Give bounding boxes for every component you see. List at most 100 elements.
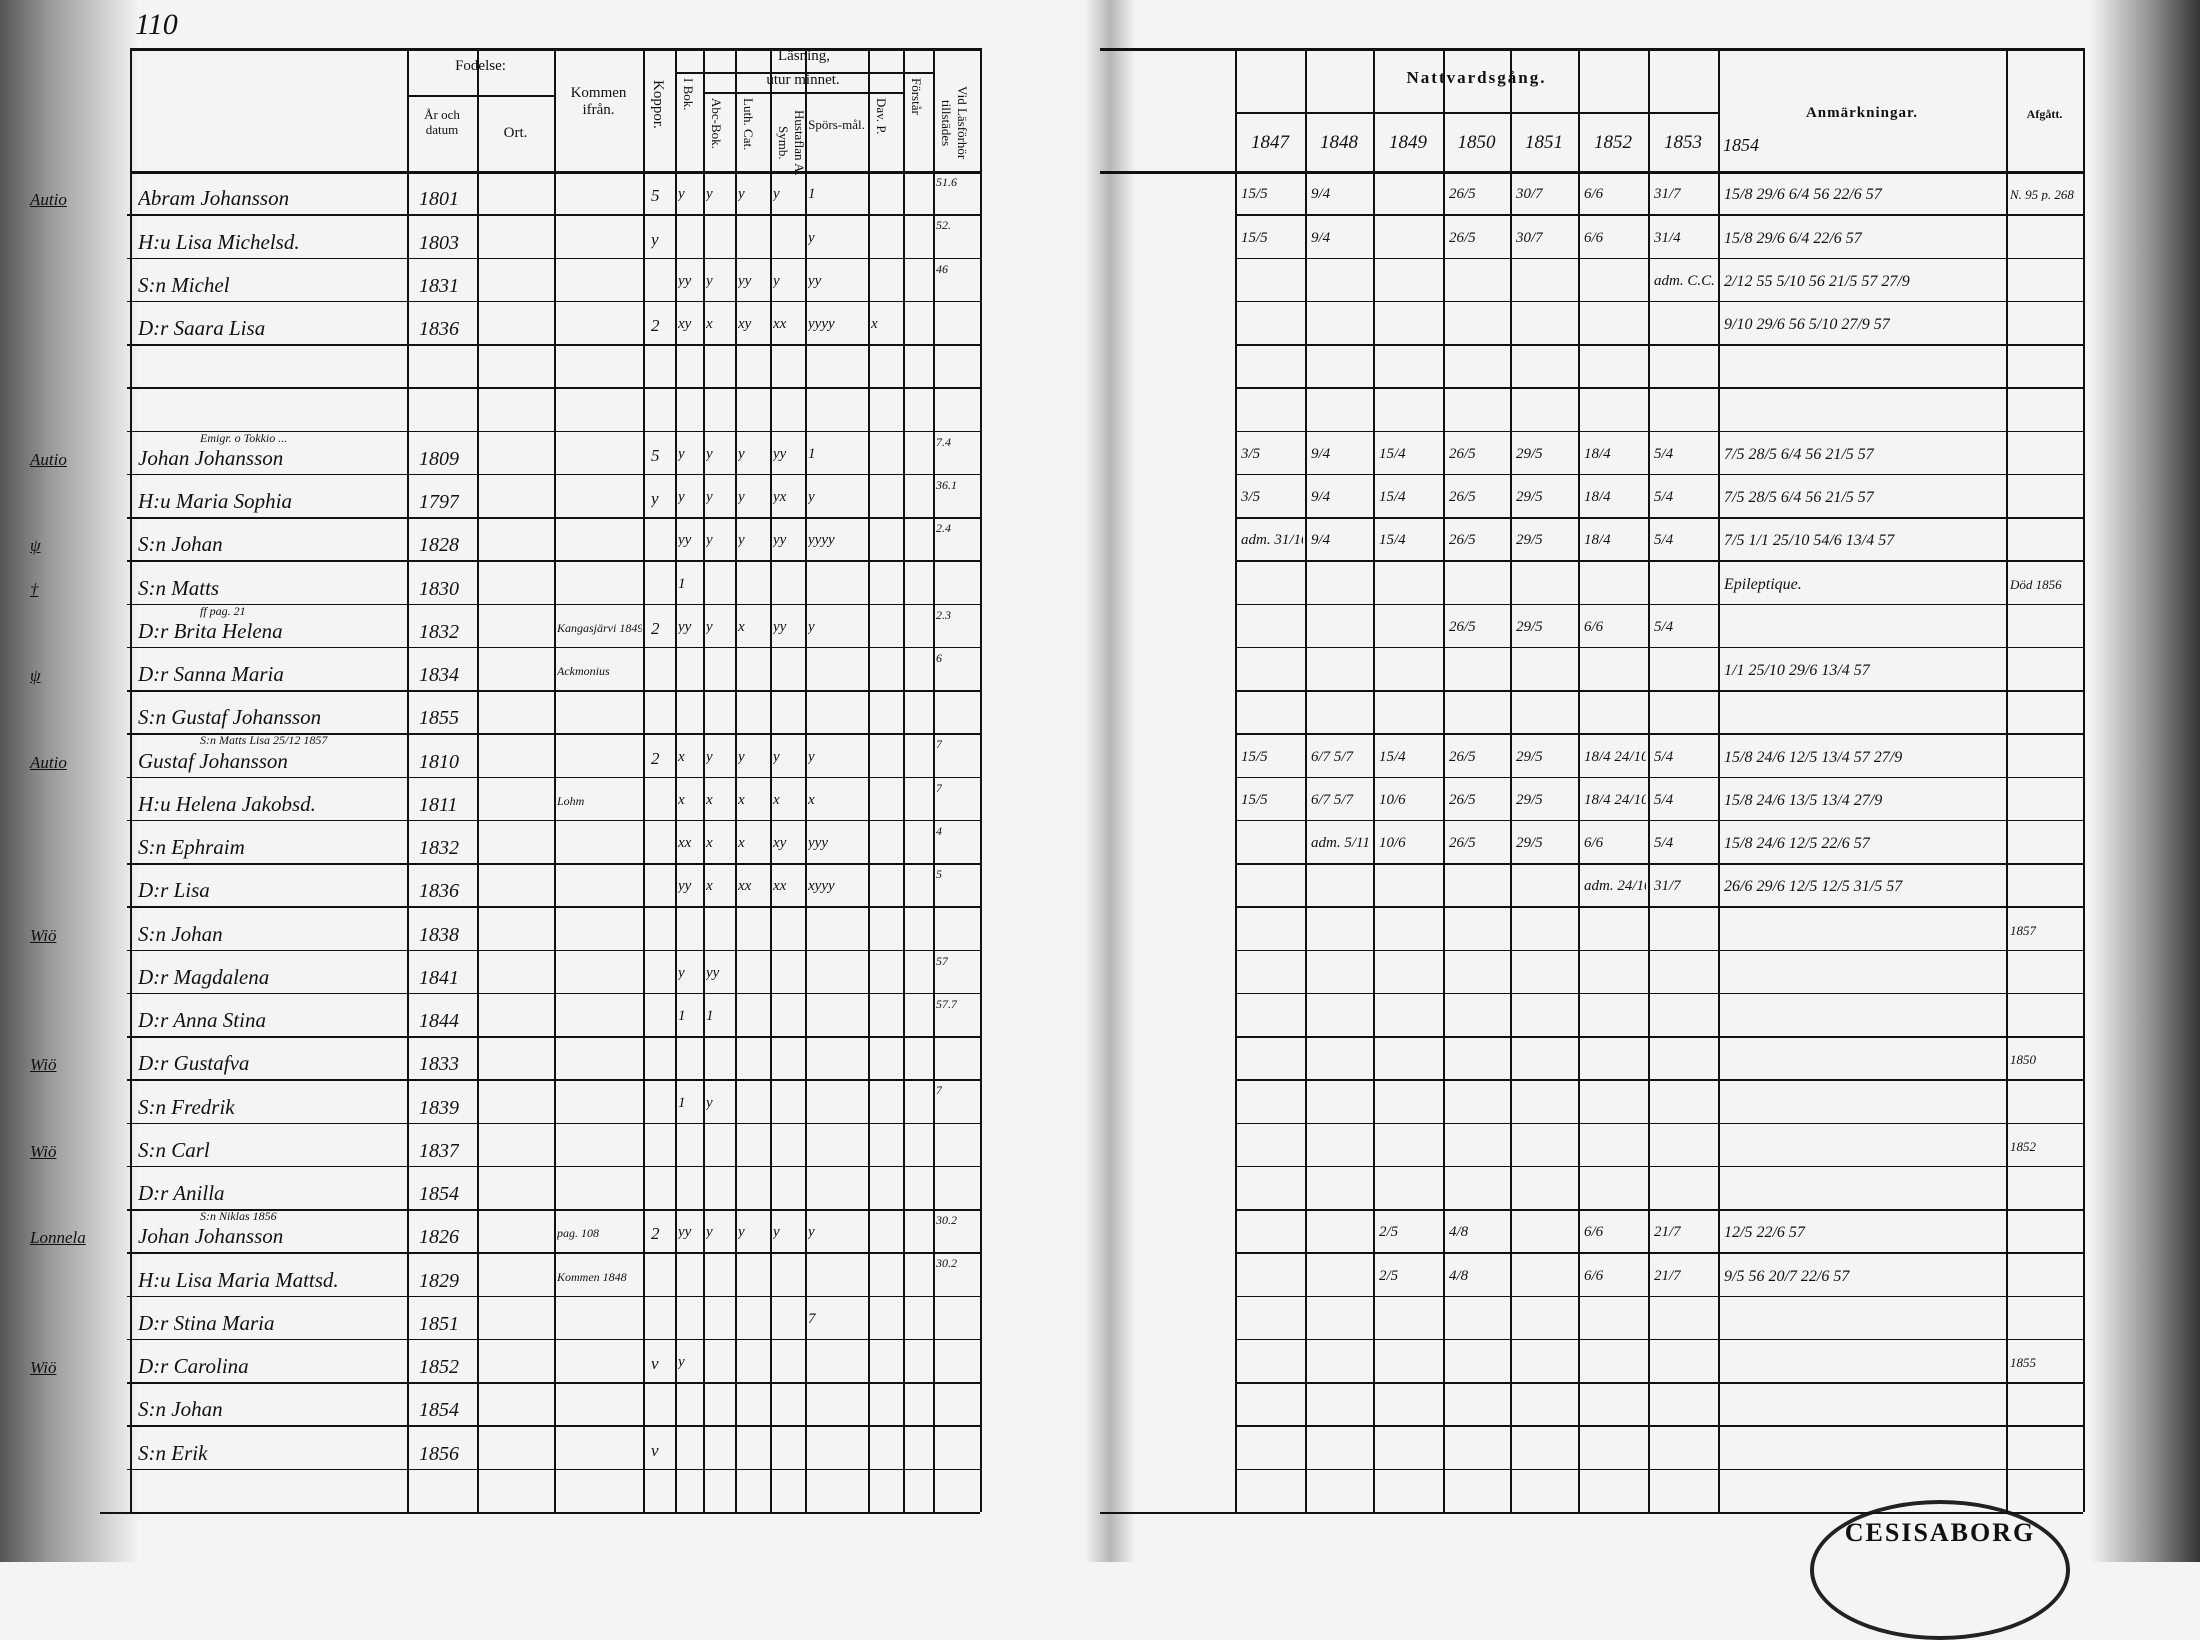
header-fodelse: Fodelse: [455, 58, 506, 74]
header-year: 1853 [1664, 132, 1702, 153]
communion-date: adm. C.C. [1654, 272, 1715, 289]
row-rule [1235, 1512, 2083, 1514]
communion-date: 5/4 [1654, 489, 1674, 506]
vid-lasforhor-value: 52. [936, 218, 951, 233]
row-rule [1235, 387, 2083, 389]
table-row: S:n Johan 1854 [0, 1382, 2200, 1425]
communion-date: adm. 31/10 [1241, 532, 1303, 549]
anmarkning: 26/6 29/6 12/5 12/5 31/5 57 [1724, 878, 1903, 896]
table-row: S:n Gustaf Johansson 1855 [0, 690, 2200, 733]
communion-date: adm. 5/11 [1311, 835, 1370, 852]
table-row: Autio Emigr. o Tokkio ... Johan Johansson 1… [0, 431, 2200, 474]
row-rule [127, 300, 980, 303]
kommen-ifran: Ackmonius [557, 664, 610, 679]
communion-date: 30/7 [1516, 186, 1543, 203]
reading-mark: yy [773, 618, 787, 635]
header-year: 1849 [1389, 132, 1427, 153]
table-row: D:r Stina Maria 1851 7 [0, 1296, 2200, 1339]
reading-mark: x [706, 791, 713, 808]
column-rule [477, 48, 479, 1512]
row-rule [1235, 1165, 2083, 1168]
communion-date: 31/4 [1654, 229, 1681, 246]
communion-date: 29/5 [1516, 618, 1543, 635]
person-name: D:r Saara Lisa [138, 316, 266, 341]
person-name: D:r Anna Stina [138, 1008, 266, 1033]
afgatt-note: 1857 [2010, 923, 2036, 937]
reading-mark: xy [738, 316, 752, 333]
column-rule [130, 48, 132, 1512]
anmarkning: 9/10 29/6 56 5/10 27/9 57 [1724, 316, 1890, 334]
table-row: S:n Michel 1831 yy y yy y yy 46 adm. C.C. 2/12 55… [0, 258, 2200, 301]
table-row: D:r Magdalena 1841 y yy 57 [0, 950, 2200, 993]
table-row: Wiö S:n Carl 1837 1852 [0, 1123, 2200, 1166]
reading-mark: y [808, 1224, 815, 1241]
reading-mark: y [738, 532, 745, 549]
reading-mark: 1 [678, 1008, 686, 1025]
koppor-mark: v [651, 1354, 659, 1374]
reading-mark: y [808, 489, 815, 506]
column-rule [643, 48, 645, 1512]
communion-date: 15/4 [1379, 748, 1406, 765]
vid-lasforhor-value: 7 [936, 780, 942, 795]
reading-mark: y [706, 186, 713, 203]
header-lasning: Läsning, [777, 48, 831, 64]
reading-mark: yy [678, 532, 692, 549]
parish-margin-note: Autio [30, 190, 67, 210]
row-rule [127, 214, 980, 216]
communion-date: 26/5 [1449, 618, 1476, 635]
communion-date: 21/7 [1654, 1224, 1681, 1241]
column-rule [980, 48, 982, 1512]
person-name: S:n Johan [138, 921, 223, 946]
table-row: D:r Anna Stina 1844 1 1 57.7 [0, 993, 2200, 1036]
reading-mark: xx [678, 835, 692, 852]
reading-mark: y [678, 1354, 685, 1371]
row-rule [127, 1295, 980, 1298]
scan-edge-shadow-right [2090, 0, 2200, 1562]
communion-date: 18/4 [1584, 532, 1611, 549]
reading-mark: 1 [678, 575, 686, 592]
header-sporsmal: Spörs-mål. [808, 117, 865, 132]
column-rule [1718, 48, 1720, 1512]
row-rule [127, 690, 980, 692]
row-rule [1235, 733, 2083, 735]
birth-date: 1836 [419, 318, 459, 341]
column-rule [770, 48, 772, 1512]
page-number: 110 [135, 8, 178, 41]
row-rule [1235, 1036, 2083, 1038]
communion-date: 29/5 [1516, 835, 1543, 852]
koppor-mark: v [651, 1440, 659, 1460]
header-anmarkningar: Anmärkningar. [1805, 105, 1919, 121]
person-name: D:r Anilla [138, 1181, 225, 1206]
reading-mark: xx [773, 316, 787, 333]
reading-mark: y [773, 748, 780, 765]
person-name: H:u Lisa Maria Mattsd. [138, 1267, 339, 1292]
row-rule [127, 517, 980, 519]
row-rule [1235, 1079, 2083, 1081]
table-row: S:n Ephraim 1832 xx x x xy yyy 4 adm. 5/11 10/6 26… [0, 820, 2200, 863]
communion-date: 18/4 24/10 [1584, 748, 1646, 765]
table-row: D:r Lisa 1836 yy x xx xx xyyy 5 adm. 24/10 31/7 26… [0, 863, 2200, 906]
vid-lasforhor-value: 30.2 [936, 1213, 957, 1228]
column-rule [805, 48, 807, 1512]
vid-lasforhor-value: 51.6 [936, 175, 957, 189]
row-rule [127, 603, 980, 606]
reading-mark: yy [706, 964, 720, 981]
birth-date: 1810 [419, 750, 459, 773]
person-name: D:r Stina Maria [138, 1310, 275, 1335]
koppor-mark: 5 [651, 445, 660, 465]
row-rule [1235, 776, 2083, 779]
row-rule [127, 1425, 980, 1427]
vid-lasforhor-value: 2.4 [936, 521, 951, 536]
row-rule [1235, 257, 2083, 260]
row-rule [127, 1382, 980, 1384]
reading-mark: y [808, 229, 815, 246]
birth-date: 1841 [419, 966, 459, 989]
birth-date: 1839 [419, 1096, 459, 1119]
row-rule [1235, 430, 2083, 433]
person-name: S:n Fredrik [138, 1094, 235, 1119]
communion-date: 29/5 [1516, 445, 1543, 462]
book-gutter [1085, 0, 1135, 1562]
anmarkning: 2/12 55 5/10 56 21/5 57 27/9 [1724, 272, 1910, 290]
reading-mark: y [808, 618, 815, 635]
row-rule [1235, 1382, 2083, 1384]
